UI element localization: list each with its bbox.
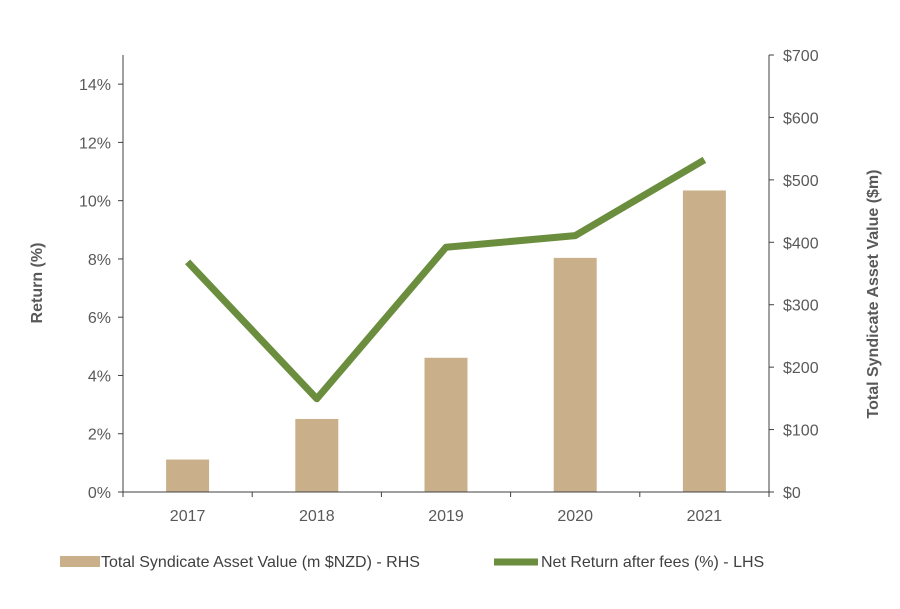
bar-2018 xyxy=(295,418,339,492)
legend-line-label: Net Return after fees (%) - LHS xyxy=(541,554,764,571)
right-tick-label: $500 xyxy=(783,173,819,190)
left-tick-label: 14% xyxy=(79,77,111,94)
legend-bar-label: Total Syndicate Asset Value (m $NZD) - R… xyxy=(101,554,420,571)
bar-2021 xyxy=(682,190,726,492)
bar-series xyxy=(166,190,726,492)
right-tick-label: $300 xyxy=(783,298,819,315)
left-tick-label: 2% xyxy=(88,427,111,444)
x-tick-label-2021: 2021 xyxy=(687,508,723,525)
left-tick-label: 0% xyxy=(88,485,111,502)
right-tick-label: $600 xyxy=(783,110,819,127)
right-axis-title: Total Syndicate Asset Value ($m) xyxy=(865,170,882,419)
left-axis-ticks: 0% 2% 4% 6% 8% 10% 12% 14% xyxy=(79,77,123,502)
right-tick-label: $0 xyxy=(783,485,801,502)
bar-2019 xyxy=(424,357,468,492)
x-tick-label-2019: 2019 xyxy=(428,508,464,525)
x-tick-label-2018: 2018 xyxy=(299,508,335,525)
right-tick-label: $400 xyxy=(783,235,819,252)
axes xyxy=(122,55,770,493)
legend-bar-swatch xyxy=(60,556,100,567)
x-tick-label-2017: 2017 xyxy=(170,508,206,525)
left-tick-label: 6% xyxy=(88,310,111,327)
left-tick-label: 10% xyxy=(79,194,111,211)
net-return-line xyxy=(185,156,707,403)
right-tick-label: $700 xyxy=(783,48,819,65)
x-axis-ticks: 2017 2018 2019 2020 2021 xyxy=(122,492,770,525)
legend: Total Syndicate Asset Value (m $NZD) - R… xyxy=(60,554,764,571)
x-tick-label-2020: 2020 xyxy=(557,508,593,525)
left-tick-label: 4% xyxy=(88,368,111,385)
left-axis-title: Return (%) xyxy=(29,243,46,324)
bar-2017 xyxy=(166,459,210,492)
bar-2020 xyxy=(553,257,597,492)
right-axis-ticks: $0 $100 $200 $300 $400 $500 $600 $700 xyxy=(769,48,819,502)
right-tick-label: $100 xyxy=(783,423,819,440)
left-tick-label: 8% xyxy=(88,252,111,269)
left-tick-label: 12% xyxy=(79,135,111,152)
right-tick-label: $200 xyxy=(783,360,819,377)
